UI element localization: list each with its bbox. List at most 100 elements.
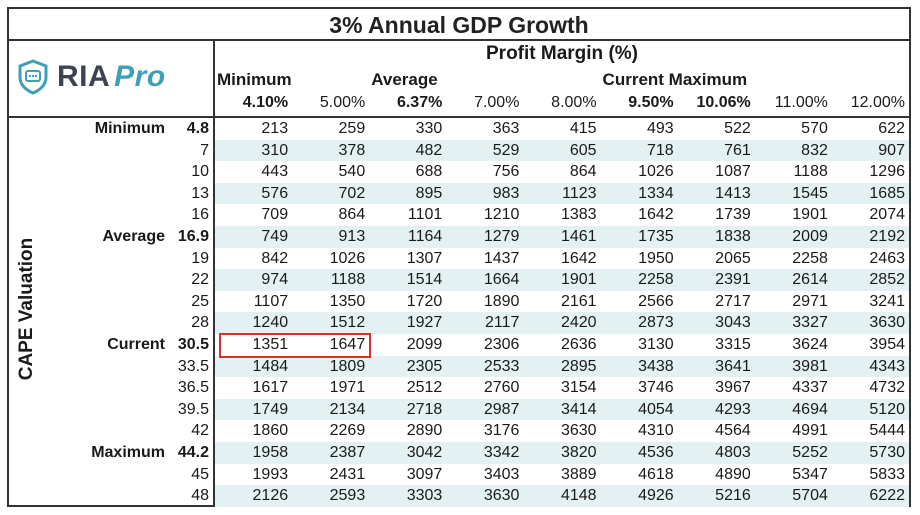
table-cell: 2009 bbox=[792, 227, 828, 245]
table-cell: 3097 bbox=[406, 465, 443, 483]
cape-row: 13 bbox=[9, 183, 213, 205]
table-cell: 3130 bbox=[638, 335, 674, 353]
table-cell: 1307 bbox=[406, 249, 443, 267]
cape-column: Minimum 4.8 7 10 13 16 Average 16.9 19 22 25 28 Curr… bbox=[9, 118, 213, 507]
table-cell: 702 bbox=[338, 184, 366, 202]
table-cell: 3630 bbox=[869, 314, 905, 332]
table-cell: 5444 bbox=[869, 422, 905, 440]
table-cell: 4618 bbox=[638, 465, 674, 483]
table-cell: 2717 bbox=[715, 292, 751, 310]
column-level-label: Minimum bbox=[217, 70, 292, 89]
cape-row: 16 bbox=[9, 204, 213, 226]
table-cell: 2258 bbox=[792, 249, 828, 267]
cape-level-label: Maximum bbox=[91, 443, 165, 461]
table-cell: 1514 bbox=[406, 271, 443, 289]
table-cell: 1334 bbox=[638, 184, 674, 202]
table-cell: 3438 bbox=[638, 357, 674, 375]
profit-margin-title: Profit Margin (%) bbox=[486, 43, 638, 64]
column-header: 9.50% bbox=[628, 94, 674, 111]
column-header: 11.00% bbox=[774, 94, 828, 111]
cape-row: 45 bbox=[9, 464, 213, 486]
table-row: 974 1188 1514 1664 1901 2258 2391 2614 2852 bbox=[215, 269, 909, 291]
table-row: 1351 1647 2099 2306 2636 3130 3315 3624 3954 bbox=[215, 334, 909, 356]
table-cell: 1735 bbox=[638, 227, 674, 245]
table-cell: 3176 bbox=[483, 422, 520, 440]
table-cell: 4926 bbox=[638, 487, 674, 505]
table-cell: 2117 bbox=[485, 314, 520, 332]
cape-axis-title: CAPE Valuation bbox=[16, 237, 37, 381]
table-cell: 3954 bbox=[869, 335, 905, 353]
table-cell: 2760 bbox=[483, 379, 520, 397]
table-cell: 482 bbox=[415, 141, 443, 159]
table-cell: 1101 bbox=[407, 206, 443, 224]
logo-ria: RIA bbox=[57, 60, 111, 93]
table-cell: 1838 bbox=[715, 227, 751, 245]
table-cell: 4991 bbox=[792, 422, 828, 440]
table-row: 1749 2134 2718 2987 3414 4054 4293 4694 5120 bbox=[215, 398, 909, 421]
table-cell: 1685 bbox=[869, 184, 905, 202]
table-cell: 1647 bbox=[329, 335, 366, 353]
table-cell: 2463 bbox=[869, 249, 905, 267]
table-cell: 1958 bbox=[252, 443, 289, 461]
table-cell: 2971 bbox=[792, 292, 828, 310]
table-cell: 5120 bbox=[869, 400, 905, 418]
table-cell: 522 bbox=[724, 120, 751, 137]
cape-value: 28 bbox=[191, 314, 209, 332]
table-cell: 1351 bbox=[252, 335, 289, 353]
table-cell: 259 bbox=[338, 120, 366, 137]
cape-row: 22 bbox=[9, 269, 213, 291]
cape-value: 39.5 bbox=[177, 400, 209, 418]
table-cell: 5252 bbox=[792, 443, 828, 461]
table-cell: 1749 bbox=[252, 400, 289, 418]
table-cell: 709 bbox=[261, 206, 289, 224]
cape-value: 45 bbox=[191, 465, 209, 483]
table-cell: 3154 bbox=[560, 379, 597, 397]
table-cell: 3641 bbox=[715, 357, 751, 375]
table-cell: 2614 bbox=[792, 271, 828, 289]
table-cell: 2852 bbox=[869, 271, 905, 289]
cape-row: Current 30.5 bbox=[9, 334, 213, 356]
table-cell: 1188 bbox=[793, 163, 828, 181]
table-cell: 2533 bbox=[483, 357, 520, 375]
cape-row: 7 bbox=[9, 140, 213, 162]
table-cell: 1860 bbox=[252, 422, 289, 440]
table-cell: 1993 bbox=[252, 465, 289, 483]
table-cell: 4310 bbox=[638, 422, 674, 440]
table-cell: 3630 bbox=[483, 487, 520, 505]
column-level-label: Current Maximum bbox=[602, 70, 748, 89]
cape-row: Minimum 4.8 bbox=[9, 118, 213, 140]
table-cell: 3043 bbox=[715, 314, 751, 332]
table-cell: 1901 bbox=[792, 206, 828, 224]
table-cell: 2636 bbox=[560, 335, 597, 353]
table-cell: 1512 bbox=[329, 314, 366, 332]
table-cell: 3981 bbox=[792, 357, 828, 375]
table-cell: 2269 bbox=[329, 422, 366, 440]
cape-row: 42 bbox=[9, 420, 213, 442]
table-cell: 2306 bbox=[483, 335, 520, 353]
table-cell: 1739 bbox=[715, 206, 751, 224]
cape-row: 39.5 bbox=[9, 399, 213, 421]
table-cell: 2161 bbox=[560, 292, 597, 310]
cape-row: 48 bbox=[9, 485, 213, 507]
table-cell: 3303 bbox=[406, 487, 443, 505]
logo-wordmark: RIA Pro bbox=[57, 60, 166, 94]
table-cell: 3889 bbox=[560, 465, 597, 483]
table-row: 1958 2387 3042 3342 3820 4536 4803 5252 5730 bbox=[215, 441, 909, 464]
table-cell: 1210 bbox=[483, 206, 520, 224]
table-row: 1107 1350 1720 1890 2161 2566 2717 2971 3241 bbox=[215, 291, 909, 313]
table-cell: 4694 bbox=[792, 400, 828, 418]
cape-row: 25 bbox=[9, 291, 213, 313]
cape-level-label: Minimum bbox=[94, 120, 165, 137]
table-cell: 1437 bbox=[483, 249, 520, 267]
table-cell: 756 bbox=[492, 163, 520, 181]
table-cell: 1971 bbox=[329, 379, 366, 397]
table-cell: 6222 bbox=[869, 487, 905, 505]
table-cell: 913 bbox=[338, 227, 366, 245]
cape-value: 13 bbox=[191, 184, 209, 202]
table-cell: 1642 bbox=[560, 249, 597, 267]
table-cell: 1461 bbox=[560, 227, 597, 245]
cape-value: 33.5 bbox=[177, 357, 209, 375]
table-cell: 2387 bbox=[329, 443, 366, 461]
table-cell: 974 bbox=[261, 271, 289, 289]
table-cell: 1664 bbox=[483, 271, 520, 289]
